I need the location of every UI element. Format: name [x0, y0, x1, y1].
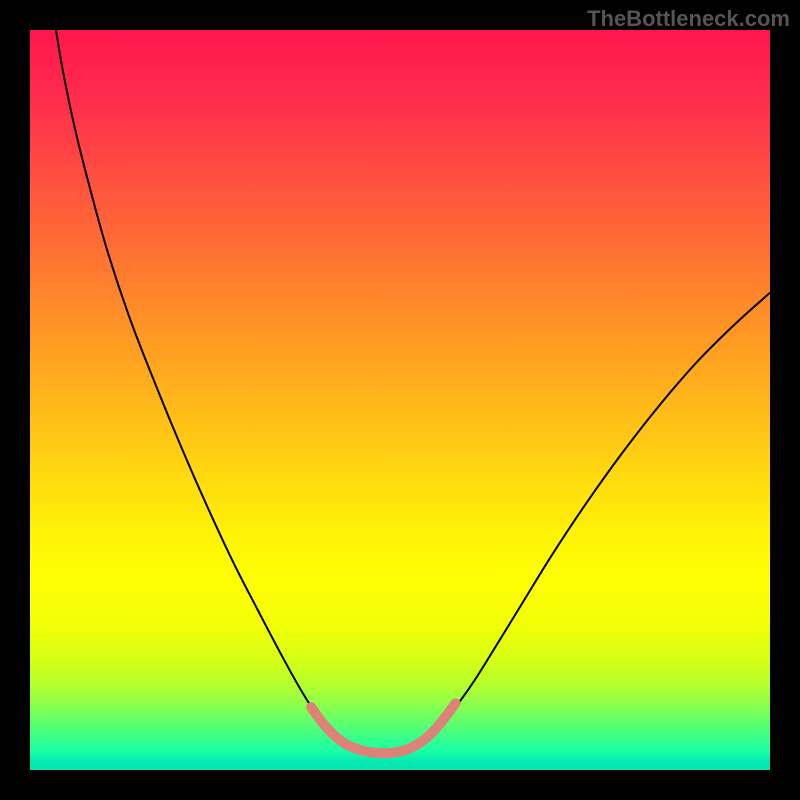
chart-svg: [0, 0, 800, 800]
chart-container: { "watermark": { "text": "TheBottleneck.…: [0, 0, 800, 800]
watermark-text: TheBottleneck.com: [587, 6, 790, 32]
plot-background: [30, 30, 770, 770]
